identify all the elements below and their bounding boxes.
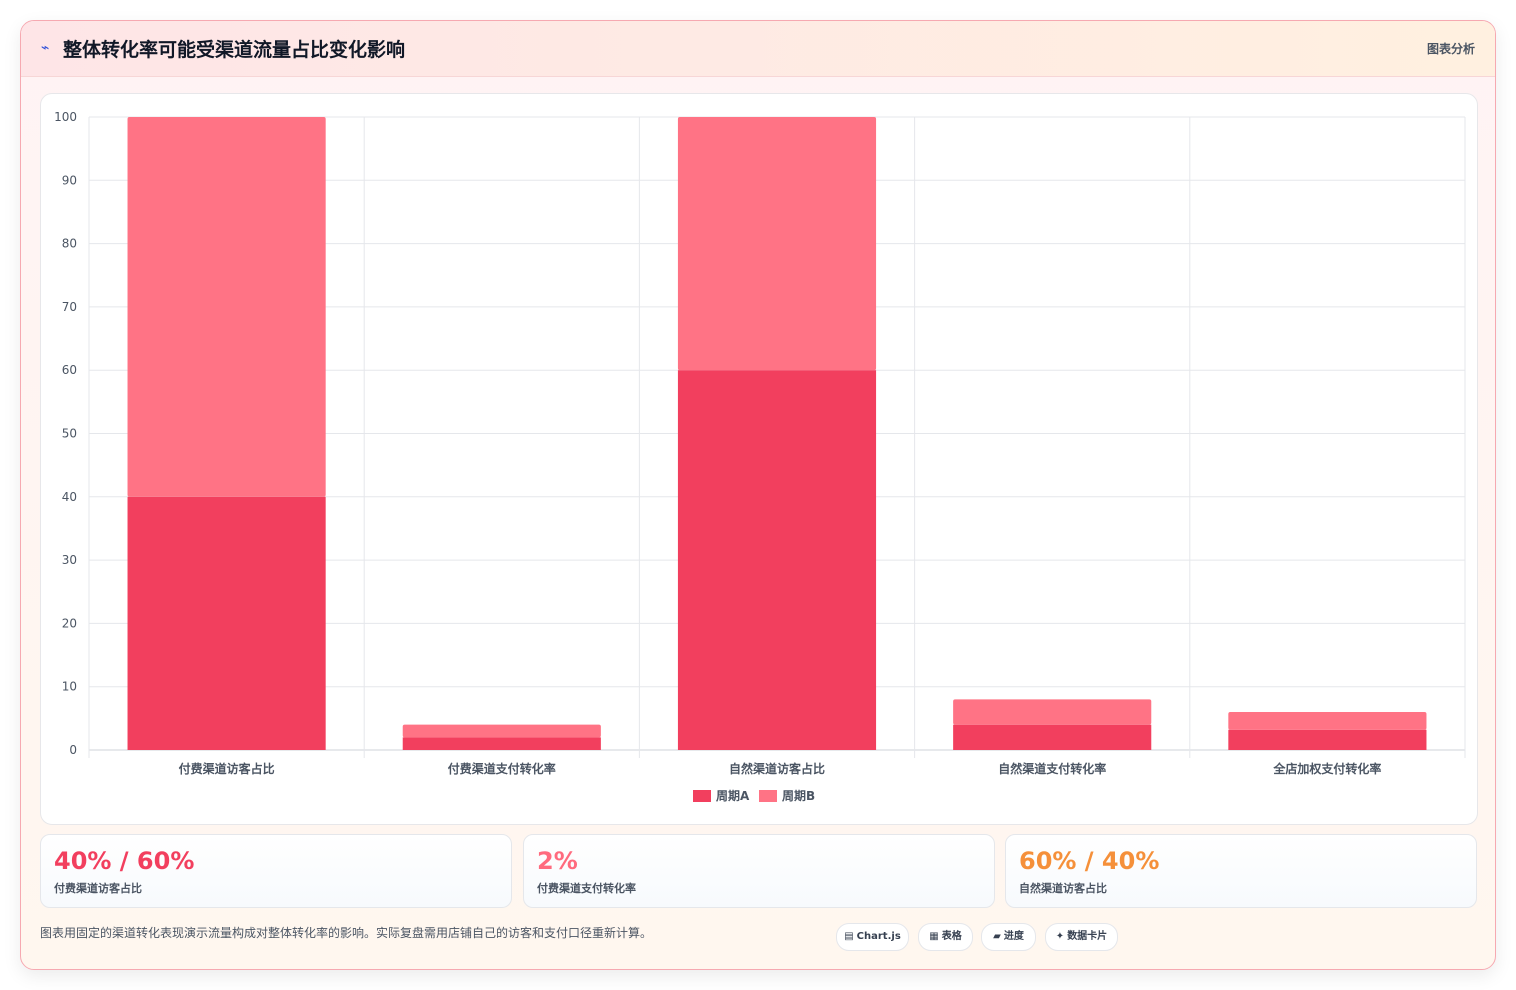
legend-label: 周期B: [782, 788, 815, 803]
bar: [953, 724, 1152, 750]
bar: [127, 117, 326, 497]
y-tick-label: 100: [54, 110, 77, 124]
chip-label: 进度: [1003, 931, 1024, 942]
bar: [127, 496, 326, 750]
chart-icon: ▤: [844, 931, 854, 942]
y-tick-label: 0: [69, 743, 77, 757]
chip-table[interactable]: ▦ 表格: [918, 923, 973, 951]
stat-label: 付费渠道访客占比: [54, 882, 142, 895]
legend-swatch: [693, 790, 711, 802]
y-tick-label: 90: [62, 173, 77, 187]
y-tick-label: 80: [62, 237, 77, 251]
y-tick-label: 60: [62, 363, 77, 377]
x-tick-label: 付费渠道访客占比: [179, 761, 275, 776]
card-header: ⌁ 整体转化率可能受渠道流量占比变化影响 图表分析: [21, 21, 1495, 77]
stat-value: 60% / 40%: [1019, 847, 1160, 875]
stat-card-1: 40% / 60% 付费渠道访客占比: [40, 834, 512, 908]
y-tick-label: 30: [62, 553, 77, 567]
x-tick-label: 全店加权支付转化率: [1272, 761, 1381, 776]
bar: [677, 370, 877, 750]
stat-value: 40% / 60%: [54, 847, 195, 875]
y-tick-label: 20: [62, 616, 77, 630]
chart-footnote: 图表用固定的渠道转化表现演示流量构成对整体转化率的影响。实际复盘需用店铺自己的访…: [40, 926, 653, 940]
bar: [1228, 712, 1427, 730]
stat-value: 2%: [537, 847, 578, 875]
y-tick-label: 10: [62, 680, 77, 694]
progress-icon: ▰: [993, 931, 1001, 942]
stat-label: 自然渠道访客占比: [1019, 882, 1107, 895]
chip-chartjs[interactable]: ▤ Chart.js: [836, 923, 909, 951]
bar: [1228, 729, 1427, 750]
legend-swatch: [759, 790, 777, 802]
table-icon: ▦: [929, 931, 939, 942]
chip-data-card[interactable]: ✦ 数据卡片: [1045, 923, 1118, 951]
chip-progress[interactable]: ▰ 进度: [981, 923, 1036, 951]
card-tag: 图表分析: [1426, 42, 1475, 56]
chip-label: 表格: [941, 931, 962, 942]
sparkle-icon: ✦: [1055, 931, 1065, 942]
bar-chart: 0 10 20 30 40 50 60 70 80 90 100 付费渠道访客占比 付费渠道支付转化率 自…: [54, 110, 1466, 803]
bar: [677, 117, 877, 371]
stat-card-2: 2% 付费渠道支付转化率: [523, 834, 995, 908]
chart-panel: 0 10 20 30 40 50 60 70 80 90 100 付费渠道访客占比 付费渠道支付转化率 自…: [40, 93, 1478, 825]
y-tick-label: 40: [62, 490, 77, 504]
y-tick-label: 50: [62, 427, 77, 441]
stat-label: 付费渠道支付转化率: [537, 882, 636, 895]
x-tick-label: 自然渠道访客占比: [729, 761, 825, 776]
chip-label: Chart.js: [856, 931, 901, 942]
stat-card-3: 60% / 40% 自然渠道访客占比: [1005, 834, 1477, 908]
x-tick-label: 付费渠道支付转化率: [448, 761, 556, 776]
y-tick-label: 70: [62, 300, 77, 314]
chart-card: ⌁ 整体转化率可能受渠道流量占比变化影响 图表分析 0 10 20 30 40 50 60 7…: [20, 20, 1496, 970]
card-title: 整体转化率可能受渠道流量占比变化影响: [63, 39, 406, 61]
legend-label: 周期A: [716, 788, 750, 803]
x-tick-label: 自然渠道支付转化率: [998, 761, 1106, 776]
chart-spark-icon: ⌁: [41, 40, 50, 56]
bar: [953, 699, 1152, 725]
bar: [402, 737, 601, 750]
bar: [402, 724, 601, 738]
chip-label: 数据卡片: [1067, 931, 1108, 942]
